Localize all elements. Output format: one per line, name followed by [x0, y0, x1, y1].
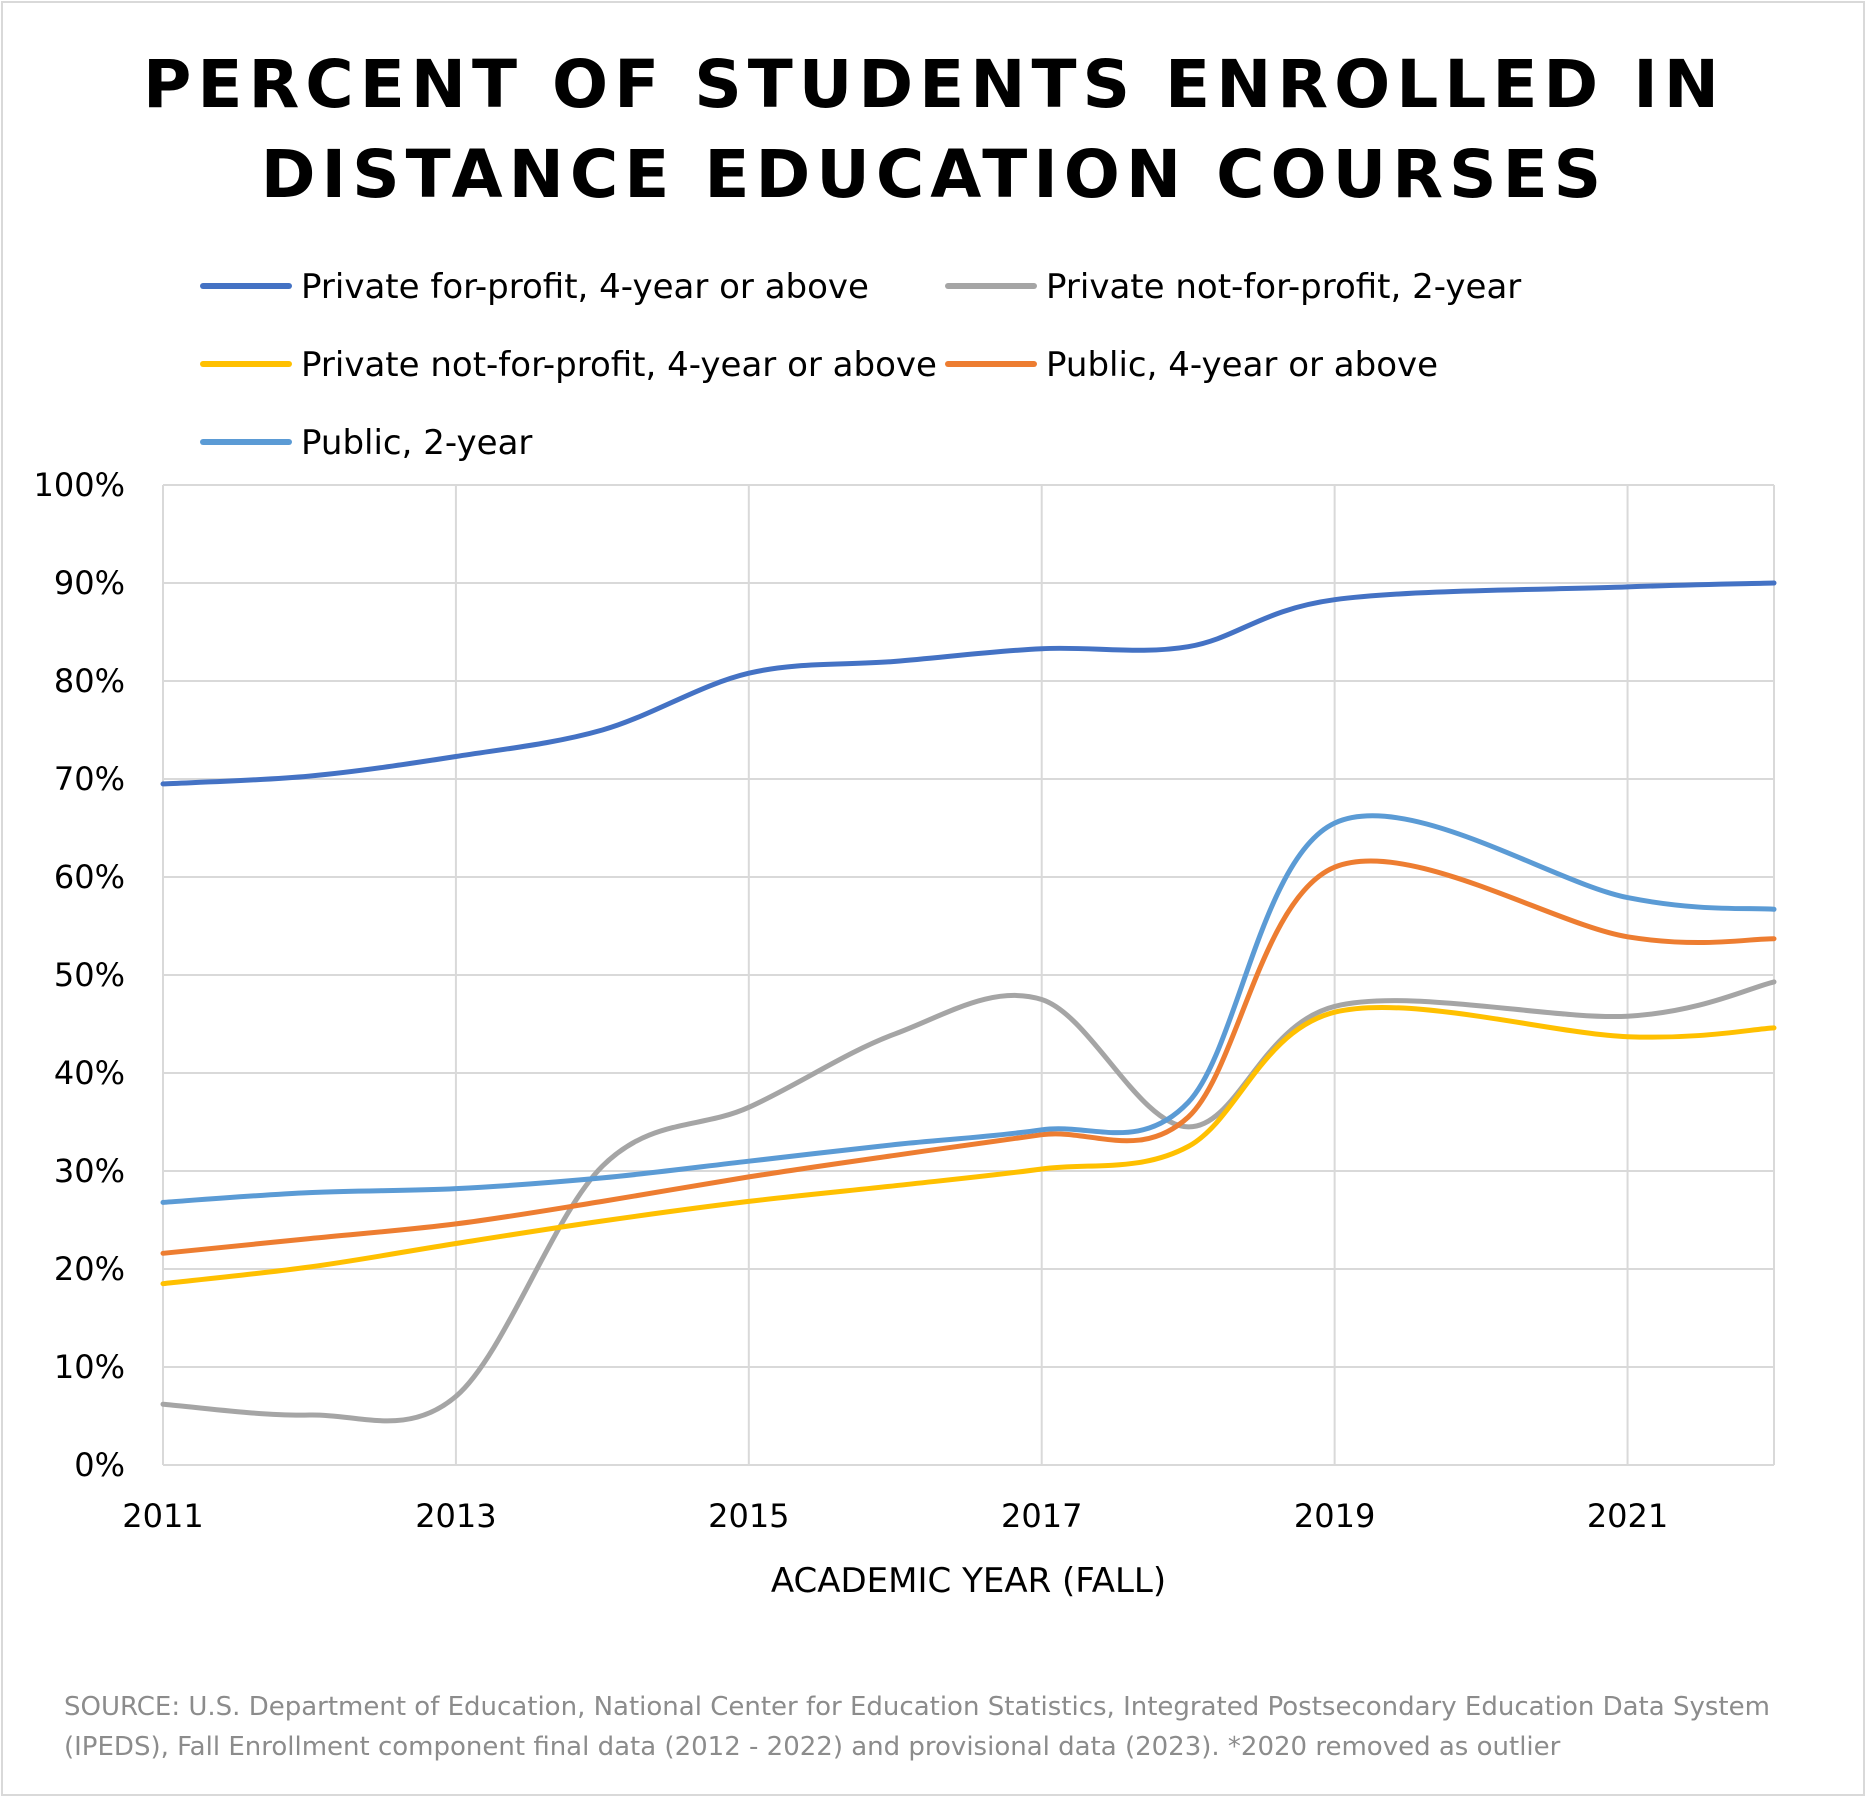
- gridlines: [163, 484, 1775, 1465]
- series-line-2: [160, 1004, 1777, 1287]
- x-tick-label: 2011: [122, 1497, 203, 1535]
- y-tick-label: 40%: [54, 1054, 125, 1092]
- y-tick-label: 20%: [54, 1250, 125, 1288]
- y-tick-label: 80%: [54, 662, 125, 700]
- series-line-4: [160, 813, 1777, 1205]
- source-note-line-2: (IPEDS), Fall Enrollment component final…: [64, 1732, 1561, 1762]
- y-tick-label: 60%: [54, 858, 125, 896]
- legend-label: Private not-for-profit, 2-year: [1046, 267, 1521, 307]
- x-axis-tick-labels: 2011 2013 2015 2017 2019 2021: [122, 1497, 1668, 1535]
- legend: Private for-profit, 4-year or above Priva…: [200, 267, 1521, 463]
- legend-label: Private not-for-profit, 4-year or above: [301, 345, 937, 385]
- chart-title: PERCENT OF STUDENTS ENROLLED IN DISTANCE…: [0, 40, 1868, 220]
- x-tick-label: 2019: [1294, 1497, 1375, 1535]
- series-lines: [160, 580, 1777, 1424]
- y-tick-label: 0%: [74, 1446, 125, 1484]
- x-tick-label: 2021: [1587, 1497, 1668, 1535]
- y-tick-label: 90%: [54, 564, 125, 602]
- series-line-3: [160, 858, 1777, 1256]
- legend-label: Private for-profit, 4-year or above: [301, 267, 869, 307]
- y-tick-label: 100%: [34, 466, 125, 504]
- x-tick-label: 2013: [415, 1497, 496, 1535]
- source-note: SOURCE: U.S. Department of Education, Na…: [64, 1687, 1804, 1767]
- y-tick-label: 50%: [54, 956, 125, 994]
- legend-label: Public, 4-year or above: [1046, 345, 1438, 385]
- axis-lines: [162, 485, 1774, 1466]
- series-line-1: [160, 979, 1777, 1424]
- series-line-0: [160, 580, 1777, 787]
- y-tick-label: 30%: [54, 1152, 125, 1190]
- y-tick-label: 70%: [54, 760, 125, 798]
- x-tick-label: 2015: [708, 1497, 789, 1535]
- x-tick-label: 2017: [1001, 1497, 1082, 1535]
- chart-title-line-2: DISTANCE EDUCATION COURSES: [260, 136, 1608, 213]
- line-chart: 0%10%20%30%40%50%60%70%80%90%100% 2011 20…: [34, 267, 1777, 1601]
- x-axis-title: ACADEMIC YEAR (FALL): [771, 1561, 1166, 1601]
- y-axis-tick-labels: 0% 10% 20% 30% 40% 50% 60% 70% 80% 90% 100%: [34, 466, 125, 1484]
- legend-label: Public, 2-year: [301, 423, 532, 463]
- chart-title-line-1: PERCENT OF STUDENTS ENROLLED IN: [143, 46, 1725, 123]
- source-note-line-1: SOURCE: U.S. Department of Education, Na…: [64, 1692, 1770, 1722]
- y-tick-label: 10%: [54, 1348, 125, 1386]
